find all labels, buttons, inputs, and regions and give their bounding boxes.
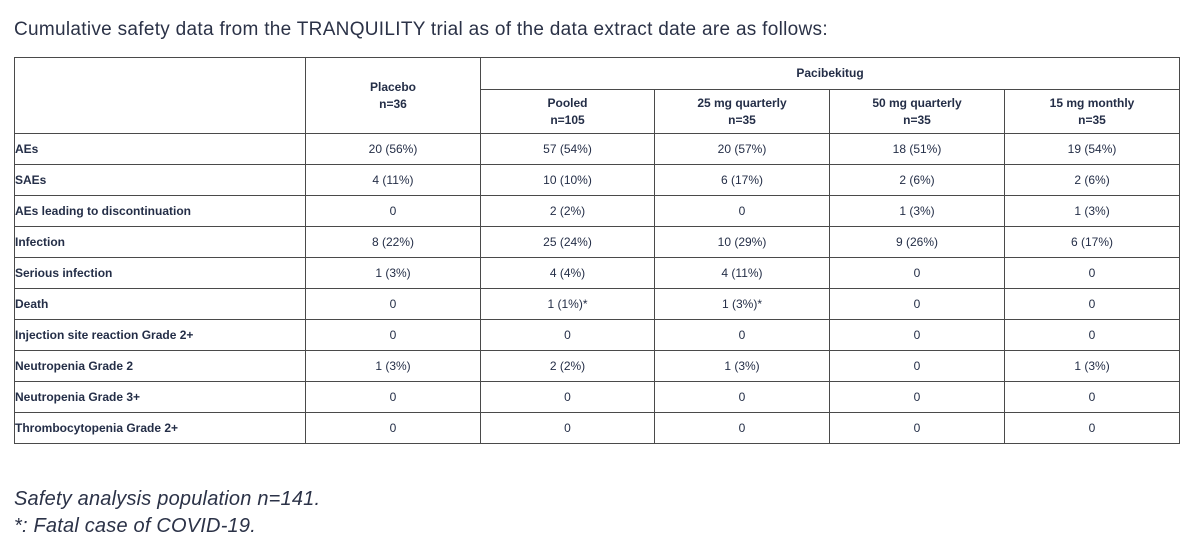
table-row: Infection 8 (22%) 25 (24%) 10 (29%) 9 (26%) 6…	[14, 226, 1181, 258]
data-cell: 18 (51%)	[829, 133, 1005, 165]
table-header: Placebo n=36 Pacibekitug Pooled n=105 25…	[14, 57, 1181, 134]
data-cell: 0	[1003, 319, 1181, 351]
data-cell: 0	[654, 412, 830, 444]
table-row: SAEs 4 (11%) 10 (10%) 6 (17%) 2 (6%) 2 (6%)	[14, 164, 1181, 196]
page-title: Cumulative safety data from the TRANQUIL…	[14, 18, 828, 40]
column-header-placebo: Placebo n=36	[305, 57, 481, 134]
column-n: n=105	[550, 112, 585, 127]
column-header-25mg-quarterly: 25 mg quarterly n=35	[654, 89, 830, 134]
data-cell: 0	[480, 381, 655, 413]
column-n: n=35	[903, 112, 931, 127]
data-cell: 0	[654, 195, 830, 227]
data-cell: 2 (2%)	[480, 350, 655, 382]
safety-data-table: Placebo n=36 Pacibekitug Pooled n=105 25…	[14, 57, 1181, 444]
data-cell: 1 (3%)	[654, 350, 830, 382]
row-label: Infection	[14, 226, 306, 258]
data-cell: 0	[1003, 288, 1181, 320]
table-row: AEs 20 (56%) 57 (54%) 20 (57%) 18 (51%) 19 (5…	[14, 133, 1181, 165]
column-label: 15 mg monthly	[1049, 96, 1135, 111]
group-header-row: Placebo n=36 Pacibekitug	[14, 57, 1181, 134]
data-cell: 0	[829, 257, 1005, 289]
column-header-pooled: Pooled n=105	[480, 89, 655, 134]
table-row: Thrombocytopenia Grade 2+ 0 0 0 0 0	[14, 412, 1181, 444]
data-cell: 0	[480, 319, 655, 351]
data-cell: 57 (54%)	[480, 133, 655, 165]
table-row: Neutropenia Grade 3+ 0 0 0 0 0	[14, 381, 1181, 413]
data-cell: 0	[829, 350, 1005, 382]
data-cell: 0	[829, 412, 1005, 444]
column-header-row: Pooled n=105 25 mg quarterly n=35 50 mg …	[15, 89, 1181, 134]
data-cell: 10 (10%)	[480, 164, 655, 196]
data-cell: 1 (3%)	[1003, 195, 1181, 227]
data-cell: 0	[305, 381, 481, 413]
data-cell: 0	[480, 412, 655, 444]
data-cell: 25 (24%)	[480, 226, 655, 258]
column-label: Placebo	[369, 80, 417, 95]
data-cell: 8 (22%)	[305, 226, 481, 258]
footnote-population: Safety analysis population n=141.	[14, 488, 321, 510]
column-n: n=35	[728, 112, 756, 127]
data-cell: 6 (17%)	[654, 164, 830, 196]
column-n: n=35	[1078, 112, 1106, 127]
data-cell: 0	[1003, 412, 1181, 444]
row-label: Injection site reaction Grade 2+	[14, 319, 306, 351]
footnotes: Safety analysis population n=141. *: Fat…	[14, 486, 320, 540]
row-label: Neutropenia Grade 3+	[14, 381, 306, 413]
data-cell: 19 (54%)	[1003, 133, 1181, 165]
row-label: SAEs	[14, 164, 306, 196]
data-cell: 4 (4%)	[480, 257, 655, 289]
table-row: Serious infection 1 (3%) 4 (4%) 4 (11%) 0 0	[14, 257, 1181, 289]
data-cell: 0	[829, 381, 1005, 413]
row-label: Neutropenia Grade 2	[14, 350, 306, 382]
data-cell: 0	[305, 319, 481, 351]
group-header-pacibekitug: Pacibekitug	[479, 57, 1181, 90]
data-cell: 0	[654, 319, 830, 351]
data-cell: 2 (2%)	[480, 195, 655, 227]
row-label: AEs leading to discontinuation	[14, 195, 306, 227]
data-cell: 1 (3%)	[305, 350, 481, 382]
data-cell: 0	[305, 412, 481, 444]
data-cell: 10 (29%)	[654, 226, 830, 258]
data-cell: 0	[1003, 381, 1181, 413]
data-cell: 0	[305, 195, 481, 227]
data-cell: 1 (3%)*	[654, 288, 830, 320]
row-label: Death	[14, 288, 306, 320]
row-label: Serious infection	[14, 257, 306, 289]
table-row: Injection site reaction Grade 2+ 0 0 0 0 0	[14, 319, 1181, 351]
table-row: AEs leading to discontinuation 0 2 (2%) 0 1 …	[14, 195, 1181, 227]
data-cell: 1 (1%)*	[480, 288, 655, 320]
data-cell: 20 (57%)	[654, 133, 830, 165]
data-cell: 4 (11%)	[654, 257, 830, 289]
data-cell: 20 (56%)	[305, 133, 481, 165]
column-header-50mg-quarterly: 50 mg quarterly n=35	[829, 89, 1005, 134]
column-label: 50 mg quarterly	[872, 96, 962, 111]
row-label: AEs	[14, 133, 306, 165]
data-cell: 2 (6%)	[829, 164, 1005, 196]
column-label: 25 mg quarterly	[697, 96, 787, 111]
data-cell: 0	[1003, 257, 1181, 289]
footnote-fatal-case: *: Fatal case of COVID-19.	[14, 515, 256, 537]
column-label: Pooled	[547, 96, 588, 111]
data-cell: 9 (26%)	[829, 226, 1005, 258]
data-cell: 0	[829, 288, 1005, 320]
data-cell: 4 (11%)	[305, 164, 481, 196]
column-header-15mg-monthly: 15 mg monthly n=35	[1003, 89, 1181, 134]
row-label: Thrombocytopenia Grade 2+	[14, 412, 306, 444]
data-cell: 0	[654, 381, 830, 413]
data-cell: 1 (3%)	[829, 195, 1005, 227]
data-cell: 0	[305, 288, 481, 320]
data-cell: 2 (6%)	[1003, 164, 1181, 196]
data-cell: 6 (17%)	[1003, 226, 1181, 258]
data-cell: 1 (3%)	[305, 257, 481, 289]
corner-cell	[14, 57, 306, 134]
column-n: n=36	[379, 96, 407, 111]
data-cell: 1 (3%)	[1003, 350, 1181, 382]
table-row: Death 0 1 (1%)* 1 (3%)* 0 0	[14, 288, 1181, 320]
table-body: AEs 20 (56%) 57 (54%) 20 (57%) 18 (51%) 19 (5…	[14, 133, 1181, 444]
data-cell: 0	[829, 319, 1005, 351]
